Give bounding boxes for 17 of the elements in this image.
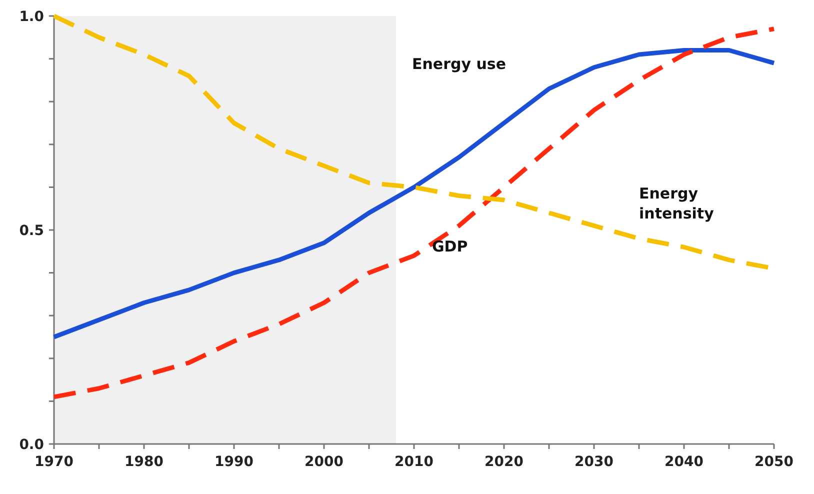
y-tick-label: 1.0 — [19, 8, 44, 25]
y-tick-label: 0.5 — [19, 222, 44, 239]
x-tick-label: 2040 — [664, 454, 704, 470]
x-tick-label: 1980 — [124, 454, 164, 470]
y-tick-label: 0.0 — [19, 436, 44, 453]
series-label: GDP — [432, 238, 468, 256]
x-tick-label: 1990 — [214, 454, 254, 470]
x-tick-label: 2050 — [754, 454, 794, 470]
x-tick-label: 2000 — [304, 454, 344, 470]
x-tick-label: 2010 — [394, 454, 434, 470]
series-label: Energy intensity — [639, 184, 714, 223]
text: Energy use — [412, 55, 506, 74]
x-tick-label: 1970 — [34, 454, 74, 470]
line-series — [52, 26, 776, 400]
x-tick-label: 2030 — [574, 454, 614, 470]
line-series — [52, 48, 776, 340]
x-tick-label: 2020 — [484, 454, 524, 470]
